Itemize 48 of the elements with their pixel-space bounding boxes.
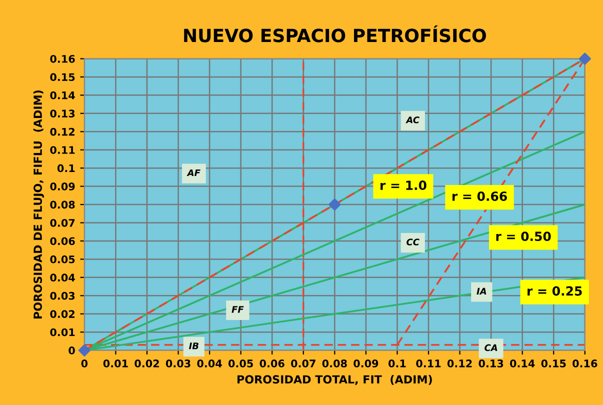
y-tick-label: 0.07 bbox=[50, 218, 75, 227]
y-tick-label: 0.03 bbox=[50, 292, 75, 300]
x-tick-label: 0.08 bbox=[322, 360, 347, 368]
y-tick-label: 0.04 bbox=[50, 274, 75, 282]
annotation: r = 1.0 bbox=[380, 180, 426, 190]
y-tick-label: 0.06 bbox=[50, 237, 75, 246]
x-tick-label: 0.05 bbox=[228, 360, 253, 368]
x-tick-label: 0.09 bbox=[354, 360, 378, 368]
annotation: FF bbox=[232, 306, 244, 313]
y-tick-label: 0.02 bbox=[50, 310, 74, 318]
y-tick-label: 0.05 bbox=[50, 255, 75, 264]
x-tick-label: 0.04 bbox=[197, 360, 222, 368]
annotation: IB bbox=[188, 342, 198, 350]
x-tick-label: 0.06 bbox=[260, 360, 284, 368]
y-tick-label: 0.01 bbox=[50, 328, 75, 336]
annotation: CC bbox=[406, 238, 420, 246]
x-tick-label: 0.11 bbox=[416, 360, 441, 368]
annotation: r = 0.66 bbox=[452, 191, 507, 201]
x-tick-label: 0.1 bbox=[388, 360, 406, 368]
x-tick-label: 0.02 bbox=[134, 360, 159, 368]
y-tick-label: 0 bbox=[68, 346, 75, 354]
annotation: r = 0.50 bbox=[496, 232, 551, 242]
y-tick-label: 0.09 bbox=[50, 182, 75, 190]
annotation: CA bbox=[484, 344, 498, 352]
y-tick-label: 0.11 bbox=[50, 146, 75, 154]
x-tick-label: 0.12 bbox=[447, 360, 472, 368]
x-tick-label: 0 bbox=[81, 360, 88, 368]
annotation: AF bbox=[186, 169, 200, 176]
y-tick-label: 0.13 bbox=[50, 110, 75, 118]
annotation: IA bbox=[476, 288, 486, 294]
x-tick-label: 0.15 bbox=[541, 360, 566, 368]
y-tick-label: 0.14 bbox=[50, 91, 75, 100]
x-tick-label: 0.01 bbox=[103, 360, 128, 368]
y-tick-label: 0.16 bbox=[50, 54, 75, 63]
x-tick-label: 0.03 bbox=[166, 360, 190, 368]
y-axis-title: POROSIDAD DE FLUJO, FIFLU (ADIM) bbox=[33, 90, 44, 318]
y-tick-label: 0.12 bbox=[50, 128, 74, 136]
x-tick-label: 0.16 bbox=[572, 360, 598, 368]
x-tick-label: 0.14 bbox=[510, 360, 535, 368]
chart-title: NUEVO ESPACIO PETROFÍSICO bbox=[184, 25, 486, 42]
annotation: AC bbox=[406, 116, 420, 124]
x-tick-label: 0.07 bbox=[291, 360, 316, 368]
y-tick-label: 0.08 bbox=[50, 200, 75, 209]
annotation: r = 0.25 bbox=[528, 286, 582, 296]
y-tick-label: 0.15 bbox=[50, 73, 75, 82]
x-tick-label: 0.13 bbox=[478, 360, 504, 368]
x-axis-title: POROSIDAD TOTAL, FIT (ADIM) bbox=[238, 375, 432, 386]
y-tick-label: 0.1 bbox=[57, 164, 75, 172]
